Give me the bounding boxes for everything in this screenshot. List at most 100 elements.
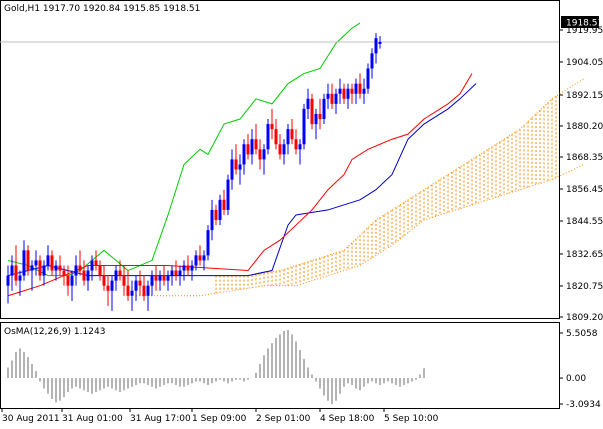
osma-tick-label: -3.0934 (566, 400, 601, 410)
candle-body (338, 88, 342, 94)
candle-body (126, 285, 130, 296)
candle-body (230, 159, 234, 180)
price-axis: 1919.95 1904.05 1892.15 1880.20 1868.35 1856.… (559, 26, 603, 323)
osma-tick-label: 5.5058 (566, 329, 598, 339)
candle-body (218, 199, 222, 221)
candle-body (282, 144, 286, 155)
candle-body (210, 209, 214, 231)
candle-body (322, 98, 326, 120)
candle-body (342, 88, 346, 99)
price-tick-label: 1844.55 (566, 217, 603, 227)
osma-tick-label: 0.00 (566, 374, 586, 384)
tenkan-sen-line (7, 73, 473, 297)
candle-body (198, 255, 202, 261)
candle-body (158, 275, 162, 281)
candle-body (298, 144, 302, 150)
time-tick-label: 30 Aug 2011 (2, 414, 60, 424)
candle-body (238, 164, 242, 170)
candle-body (178, 270, 182, 276)
ichimoku-lines (7, 22, 477, 297)
time-tick-label: 31 Aug 01:00 (62, 414, 123, 424)
candle-body (74, 265, 78, 276)
candle-body (246, 144, 250, 155)
candle-body (254, 139, 258, 150)
candle-body (78, 265, 82, 271)
candle-body (350, 88, 354, 94)
candle-body (46, 255, 50, 266)
candle-body (86, 270, 90, 281)
chikou-span-line (7, 22, 361, 277)
candle-body (286, 129, 290, 145)
time-axis: 30 Aug 2011 31 Aug 01:00 31 Aug 17:00 1 Sep… (1, 408, 439, 424)
candle-body (142, 285, 146, 296)
time-tick-label: 31 Aug 17:00 (130, 414, 191, 424)
current-price-label: 1918.51 (566, 19, 603, 29)
candle-body (294, 139, 298, 150)
candle-body (50, 255, 54, 271)
candle-body (162, 275, 166, 281)
candle-body (330, 93, 334, 104)
candle-body (358, 83, 362, 94)
candle-body (34, 260, 38, 266)
candle-body (194, 255, 198, 266)
candle-body (146, 285, 150, 296)
osma-axis: 5.5058 0.00 -3.0934 (559, 329, 601, 410)
price-tick-label: 1832.65 (566, 250, 603, 260)
candle-body (150, 275, 154, 286)
price-tick-label: 1904.05 (566, 58, 603, 68)
time-tick-label: 2 Sep 01:00 (256, 414, 311, 424)
candle-body (290, 129, 294, 140)
candle-body (266, 124, 270, 150)
main-panel-frame (0, 0, 560, 319)
candle-body (166, 275, 170, 281)
candle-body (366, 68, 370, 89)
candle-body (110, 280, 114, 291)
time-tick-label: 1 Sep 09:00 (192, 414, 247, 424)
price-tick-label: 1919.95 (566, 26, 603, 36)
time-tick-label: 5 Sep 10:00 (384, 414, 439, 424)
price-tick-label: 1856.45 (566, 185, 603, 195)
candle-body (102, 275, 106, 286)
kijun-sen-line (7, 83, 477, 277)
candle-body (258, 149, 262, 160)
candle-body (302, 108, 306, 145)
time-tick-label: 4 Sep 18:00 (320, 414, 375, 424)
candle-body (106, 285, 110, 291)
candle-body (206, 230, 210, 256)
price-tick-label: 1892.15 (566, 91, 603, 101)
candle-body (274, 129, 278, 145)
candle-body (242, 144, 246, 165)
candle-body (170, 270, 174, 276)
candle-body (122, 275, 126, 286)
candle-body (314, 113, 318, 125)
candle-body (270, 124, 274, 130)
candle-body (174, 270, 178, 276)
candle-body (10, 265, 14, 276)
senkou-span-a-line (216, 78, 585, 277)
candle-body (118, 270, 122, 276)
candle-body (134, 280, 138, 291)
price-tick-label: 1868.35 (566, 153, 603, 163)
osma-panel-title: OsMA(12,26,9) 1.1243 (4, 327, 105, 337)
ichimoku-cloud (136, 78, 585, 297)
candle-body (14, 265, 18, 281)
osma-histogram (7, 330, 425, 405)
candle-body (42, 265, 46, 276)
candle-body (82, 270, 86, 281)
candle-body (186, 265, 190, 271)
candle-body (70, 275, 74, 286)
candle-body (214, 209, 218, 221)
price-tick-label: 1809.20 (566, 313, 603, 323)
candle-body (90, 260, 94, 271)
candle-body (278, 144, 282, 155)
osma-panel-frame (0, 322, 560, 409)
candle-body (190, 265, 194, 271)
candle-body (378, 41, 382, 45)
candle-body (310, 98, 314, 125)
price-tick-label: 1820.75 (566, 282, 603, 292)
candle-body (138, 280, 142, 286)
candle-body (334, 93, 338, 104)
candle-body (262, 149, 266, 160)
